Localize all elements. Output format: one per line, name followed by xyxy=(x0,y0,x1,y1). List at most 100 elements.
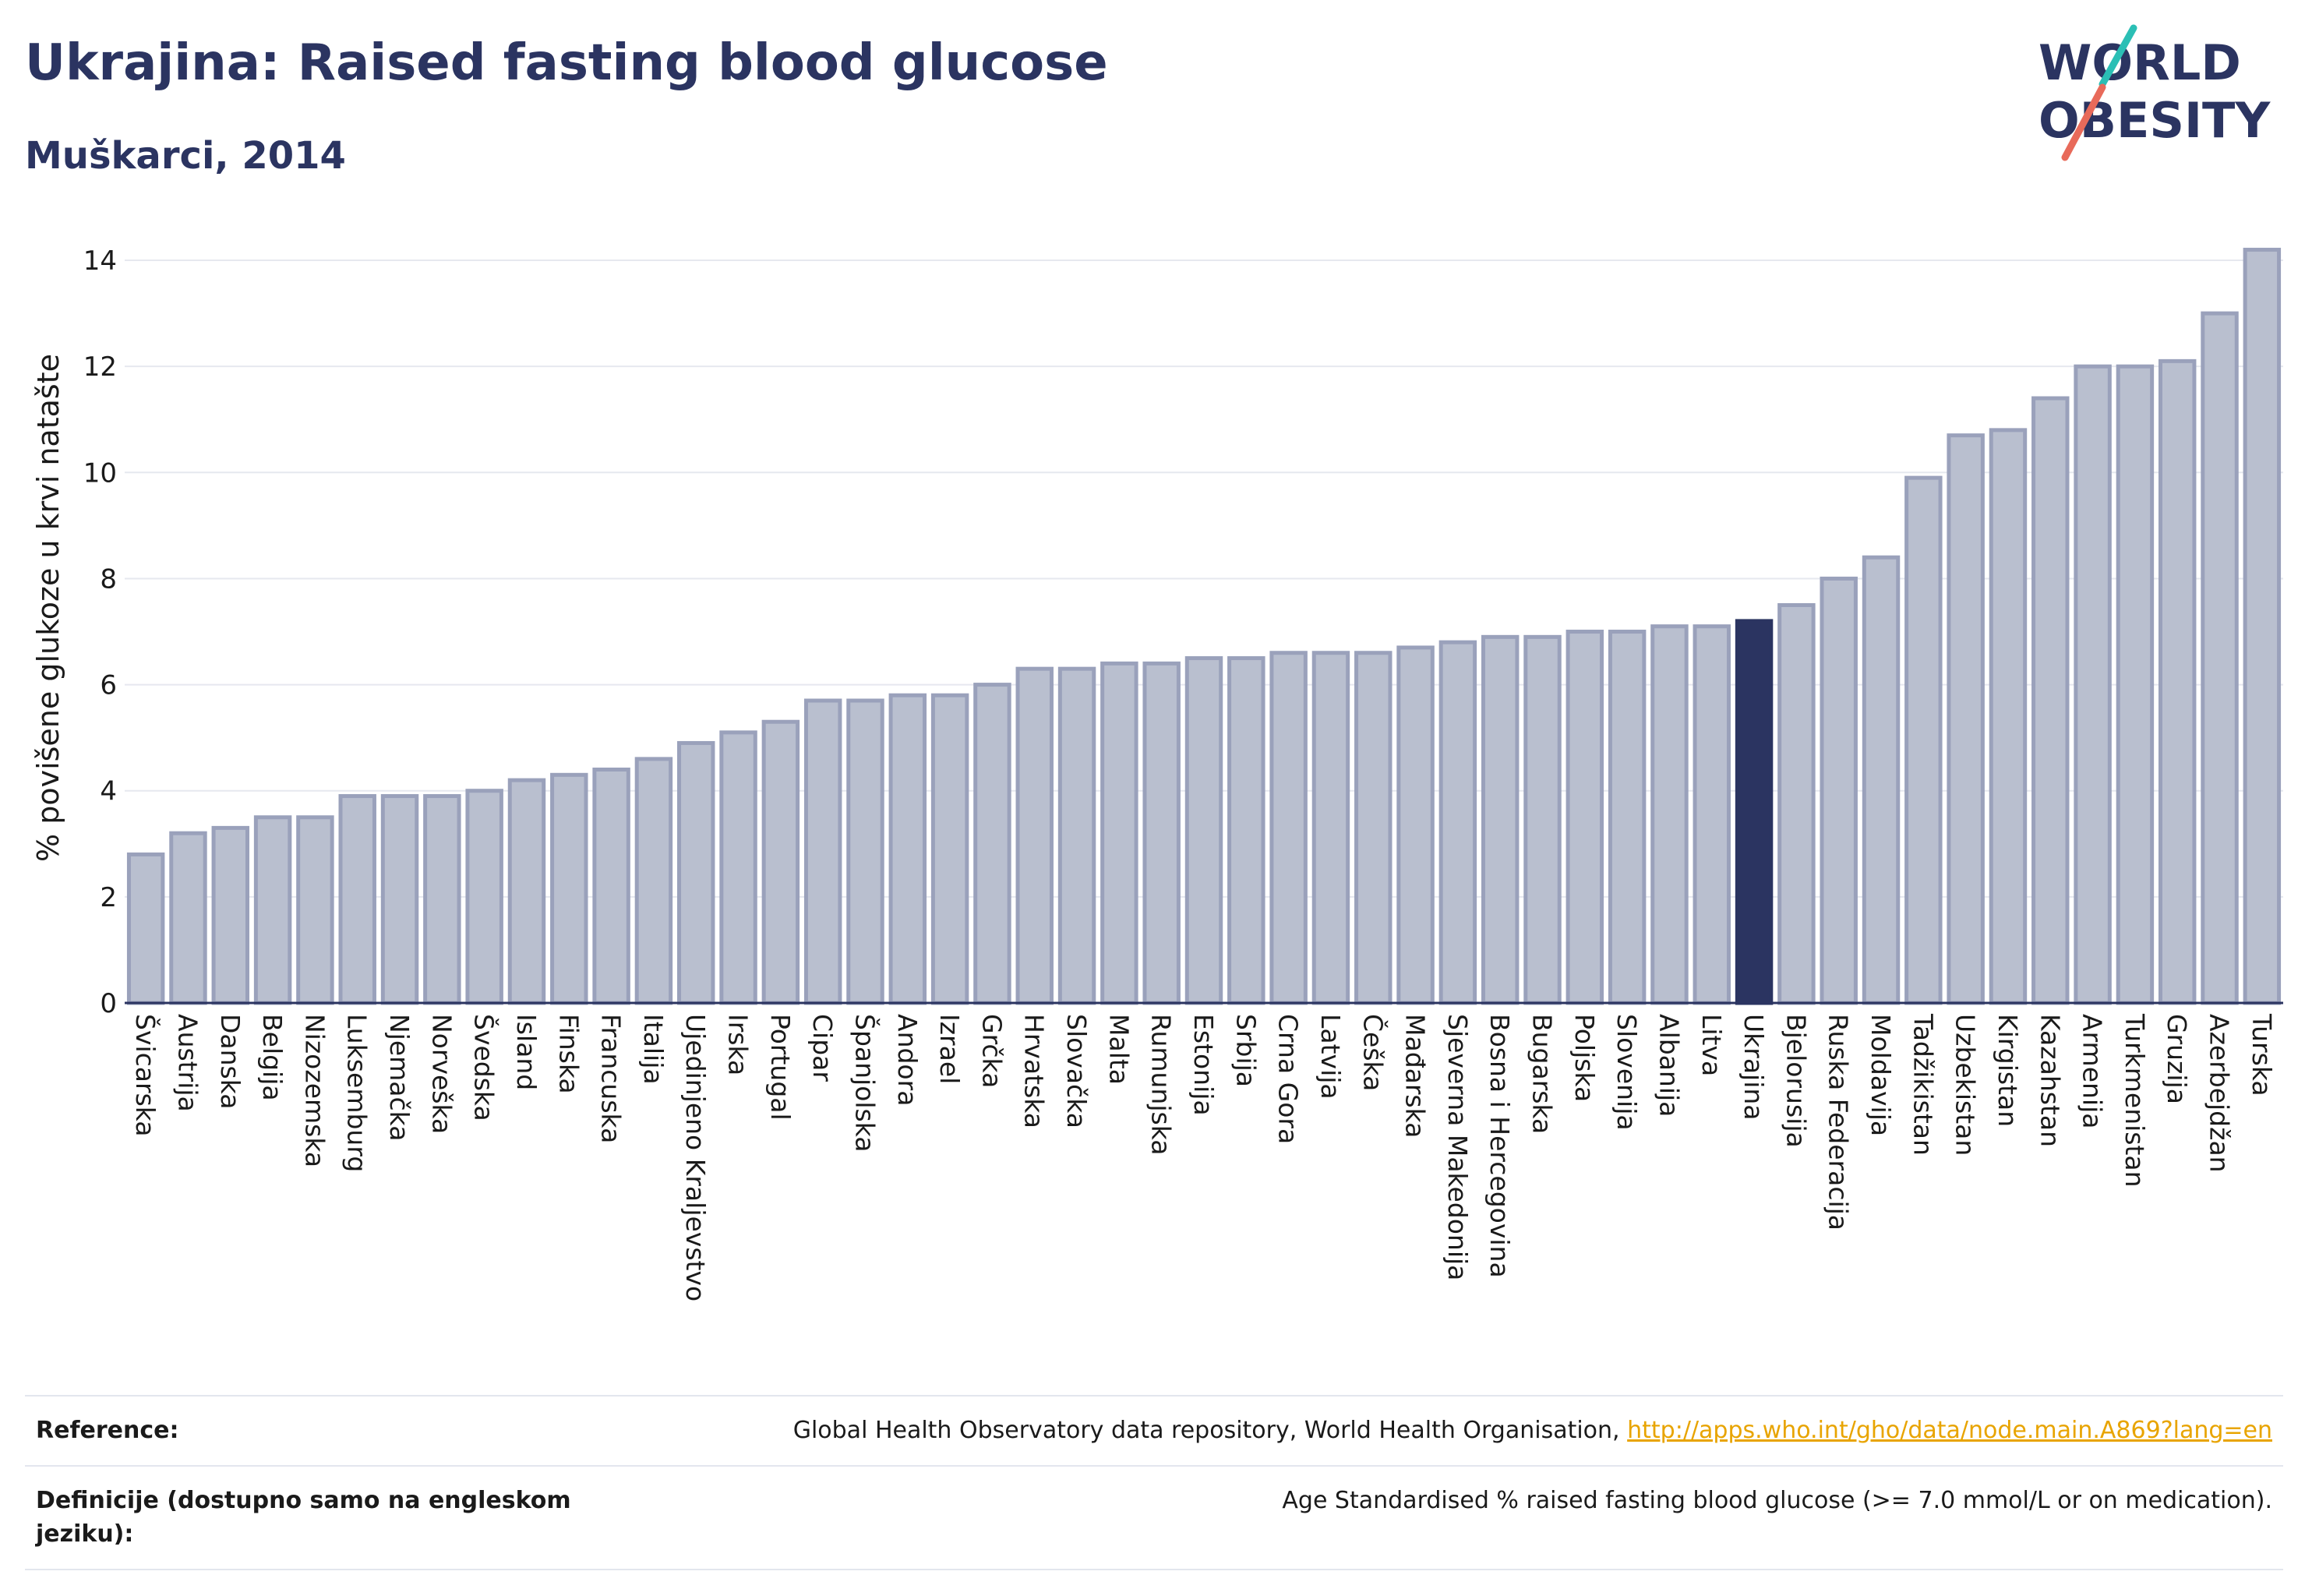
bar xyxy=(1608,630,1647,1005)
x-tick-label: Ruska Federacija xyxy=(1823,1014,1854,1231)
x-tick-label: Njemačka xyxy=(384,1014,415,1141)
x-tick-label: Španjolska xyxy=(849,1014,881,1153)
x-tick-label: Litva xyxy=(1696,1014,1727,1076)
bar xyxy=(1777,602,1816,1005)
bar xyxy=(1015,666,1054,1005)
bar xyxy=(592,767,630,1005)
bar xyxy=(888,693,927,1005)
x-tick-label: Mađarska xyxy=(1400,1014,1431,1138)
bar xyxy=(1142,661,1181,1005)
bar xyxy=(1354,651,1393,1005)
x-tick-label: Luksemburg xyxy=(342,1014,372,1172)
x-tick-label: Cipar xyxy=(807,1014,838,1082)
bar xyxy=(719,730,757,1005)
category-labels: Švicarska Austrija Danska Belgija Nizozemska… xyxy=(130,1013,2277,1301)
bar xyxy=(2074,364,2112,1005)
x-tick-label: Švicarska xyxy=(130,1014,161,1137)
y-tick-label: 4 xyxy=(100,776,117,807)
x-tick-label: Azerbejdžan xyxy=(2204,1014,2235,1173)
bar xyxy=(1227,656,1265,1005)
definition-text: Age Standardised % raised fasting blood … xyxy=(1282,1486,2272,1514)
x-tick-label: Belgija xyxy=(257,1014,288,1101)
x-tick-label: Izrael xyxy=(934,1014,965,1084)
bar xyxy=(1693,624,1731,1005)
definition-label: Definicije (dostupno samo na engleskom j… xyxy=(36,1486,571,1548)
bar xyxy=(550,772,588,1005)
bar xyxy=(803,698,842,1005)
x-tick-label: Finska xyxy=(553,1014,584,1094)
bar xyxy=(1862,555,1901,1005)
x-tick-label: Bjelorusija xyxy=(1781,1014,1811,1148)
bar xyxy=(846,698,884,1005)
bar xyxy=(2243,247,2282,1005)
x-tick-label: Srbija xyxy=(1230,1014,1261,1087)
bar xyxy=(761,719,800,1005)
x-tick-label: Francuska xyxy=(596,1014,627,1143)
references-table: Reference: Global Health Observatory dat… xyxy=(25,1395,2283,1570)
logo-slash-coral xyxy=(2061,83,2106,161)
x-tick-label: Moldavija xyxy=(1866,1014,1896,1136)
x-tick-label: Estonija xyxy=(1188,1014,1219,1116)
bar xyxy=(211,825,250,1005)
bar xyxy=(507,778,546,1005)
x-tick-label: Crna Gora xyxy=(1273,1014,1304,1144)
bar xyxy=(2201,311,2239,1005)
axes: 0 2 4 6 8 10 12 14 xyxy=(83,245,2283,1019)
x-tick-label: Bosna i Hercegovina xyxy=(1484,1014,1515,1278)
bar xyxy=(1947,433,1985,1005)
x-tick-label: Slovenija xyxy=(1611,1014,1642,1131)
bar xyxy=(126,852,165,1005)
y-tick-label: 0 xyxy=(100,988,117,1019)
bars xyxy=(126,247,2282,1005)
x-tick-label: Irska xyxy=(723,1014,754,1075)
bar xyxy=(465,789,503,1005)
bar-highlight xyxy=(1735,619,1774,1005)
x-tick-label: Ujedinjeno Kraljevstvo xyxy=(680,1014,711,1301)
reference-text: Global Health Observatory data repositor… xyxy=(792,1417,1620,1444)
bar xyxy=(1523,634,1562,1005)
bar xyxy=(423,794,461,1005)
bar xyxy=(2031,396,2070,1005)
logo-slash-teal xyxy=(2099,24,2137,88)
x-tick-label: Island xyxy=(511,1014,542,1090)
y-tick-label: 12 xyxy=(83,351,117,383)
y-tick-label: 2 xyxy=(100,882,117,913)
bar xyxy=(1481,634,1520,1005)
x-tick-label: Latvija xyxy=(1315,1014,1346,1100)
bar xyxy=(169,831,207,1005)
x-tick-label: Sjeverna Makedonija xyxy=(1442,1014,1473,1280)
bar xyxy=(296,815,334,1005)
bar xyxy=(1396,645,1435,1005)
reference-label: Reference: xyxy=(36,1417,179,1444)
x-tick-label: Portugal xyxy=(765,1014,796,1121)
reference-link[interactable]: http://apps.who.int/gho/data/node.main.A… xyxy=(1627,1417,2272,1444)
x-tick-label: Armenija xyxy=(2077,1014,2108,1129)
bar xyxy=(1989,428,2028,1005)
bar xyxy=(1311,651,1350,1005)
logo-text-world: WORLD xyxy=(2038,34,2241,91)
x-tick-label: Austrija xyxy=(172,1014,203,1112)
y-tick-label: 14 xyxy=(83,245,117,277)
x-tick-label: Tadžikistan xyxy=(1908,1013,1938,1156)
x-tick-label: Turkmenistan xyxy=(2120,1013,2150,1188)
chart-title: Ukrajina: Raised fasting blood glucose xyxy=(25,34,1108,92)
bar xyxy=(634,757,673,1005)
reference-row: Reference: Global Health Observatory dat… xyxy=(25,1395,2283,1465)
x-tick-label: Andora xyxy=(892,1014,923,1106)
x-tick-label: Italija xyxy=(638,1014,669,1085)
x-tick-label: Bugarska xyxy=(1527,1014,1558,1134)
x-tick-label: Slovačka xyxy=(1061,1014,1092,1128)
bar xyxy=(677,740,715,1005)
x-tick-label: Češka xyxy=(1357,1014,1389,1091)
bar xyxy=(338,794,376,1005)
x-tick-label: Danska xyxy=(215,1014,245,1110)
bar xyxy=(1904,475,1943,1005)
y-axis-label: % povišene glukoze u krvi natašte xyxy=(31,354,65,862)
x-tick-label: Gruzija xyxy=(2162,1014,2192,1104)
x-tick-label: Albanija xyxy=(1654,1014,1684,1117)
bar xyxy=(253,815,292,1005)
x-tick-label: Ukrajina xyxy=(1738,1014,1769,1121)
bar xyxy=(380,794,419,1005)
reference-value: Global Health Observatory data repositor… xyxy=(793,1414,2272,1448)
x-tick-label: Norveška xyxy=(426,1014,457,1134)
